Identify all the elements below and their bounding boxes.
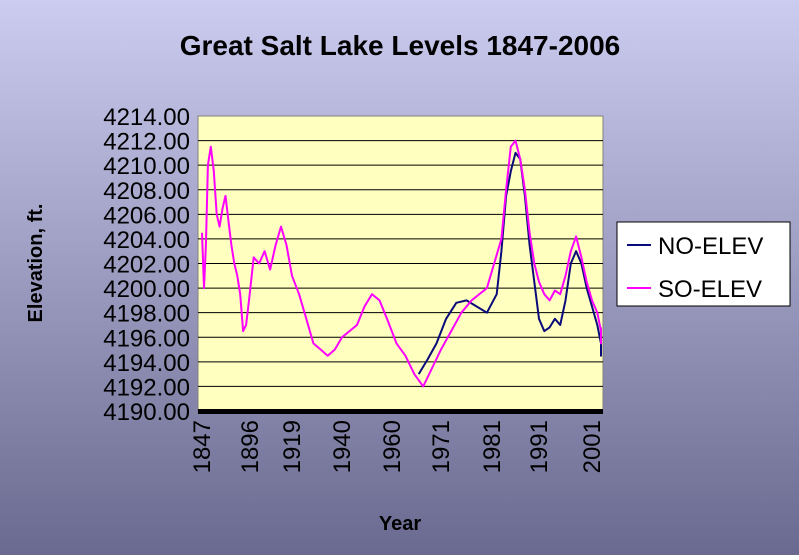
x-tick-label: 1960 [379,420,406,473]
x-tick-label: 1847 [189,420,216,473]
series-line-so-elev [201,139,602,388]
y-tick-label: 4196.00 [103,325,190,352]
x-tick-labels: 1847 1896 1919 1940 1960 1971 1981 1991 2001 [189,420,606,473]
y-tick-label: 4214.00 [103,104,190,131]
x-tick-label: 1896 [237,420,264,473]
y-tick-label: 4194.00 [103,350,190,377]
x-axis-band [198,409,603,414]
x-axis-label: Year [379,513,421,535]
x-tick-label: 1981 [479,420,506,473]
y-tick-label: 4210.00 [103,153,190,180]
y-tick-label: 4208.00 [103,178,190,205]
y-tick-label: 4200.00 [103,276,190,303]
y-tick-label: 4206.00 [103,202,190,229]
x-tick-label: 1991 [526,420,553,473]
x-tick-label: 2001 [579,420,606,473]
legend: NO-ELEV SO-ELEV [616,221,791,307]
x-tick-label: 1971 [428,420,455,473]
chart-title: Great Salt Lake Levels 1847-2006 [180,30,621,61]
series-lines [201,139,602,388]
x-tick-label: 1940 [329,420,356,473]
y-tick-label: 4190.00 [103,399,190,426]
y-tick-label: 4202.00 [103,252,190,279]
legend-label-so-elev: SO-ELEV [658,276,762,303]
y-tick-labels: 4190.004192.004194.004196.004198.004200.… [103,104,190,426]
grid-lines [198,140,603,387]
y-tick-label: 4212.00 [103,129,190,156]
y-axis-label: Elevation, ft. [25,204,47,323]
legend-box [616,221,791,307]
y-tick-label: 4198.00 [103,301,190,328]
y-tick-label: 4192.00 [103,374,190,401]
legend-label-no-elev: NO-ELEV [658,233,763,260]
y-tick-label: 4204.00 [103,227,190,254]
x-tick-label: 1919 [279,420,306,473]
